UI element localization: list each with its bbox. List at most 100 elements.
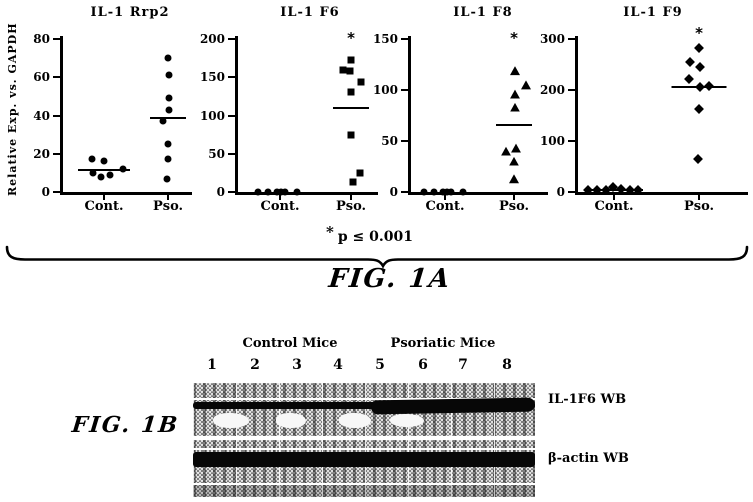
y-tick bbox=[568, 38, 575, 40]
y-tick-label: 80 bbox=[33, 32, 50, 46]
data-point bbox=[459, 188, 467, 196]
blot-white-blob bbox=[339, 413, 371, 428]
y-tick bbox=[401, 38, 408, 40]
x-tick bbox=[167, 195, 169, 200]
data-point bbox=[501, 146, 511, 156]
data-point bbox=[165, 94, 173, 102]
x-tick bbox=[350, 195, 352, 200]
x-category-label: Cont. bbox=[260, 199, 300, 214]
blot-label-il1f6: IL-1F6 WB bbox=[548, 392, 627, 407]
data-point bbox=[510, 66, 520, 76]
x-tick bbox=[444, 195, 446, 200]
group-label-control: Control Mice bbox=[242, 336, 338, 351]
data-point bbox=[254, 188, 262, 196]
y-tick bbox=[53, 114, 60, 117]
plot-title: IL-1 Rrp2 bbox=[90, 5, 170, 20]
y-tick-label: 300 bbox=[539, 32, 565, 46]
data-point bbox=[694, 103, 704, 114]
y-tick bbox=[401, 89, 408, 91]
x-axis bbox=[575, 192, 748, 195]
x-category-label: Pso. bbox=[683, 199, 715, 214]
data-point bbox=[165, 106, 173, 114]
blot-strip-bactin bbox=[193, 440, 535, 497]
data-point bbox=[100, 157, 108, 165]
y-tick-label: 40 bbox=[33, 108, 50, 123]
y-tick bbox=[53, 38, 60, 40]
y-tick-label: 100 bbox=[372, 83, 398, 97]
data-point bbox=[339, 66, 347, 74]
data-point bbox=[443, 188, 451, 196]
y-axis bbox=[60, 36, 63, 195]
y-tick-label: 100 bbox=[199, 108, 225, 123]
y-tick-label: 0 bbox=[216, 185, 225, 199]
y-tick-label: 100 bbox=[539, 134, 565, 148]
significance-asterisk: * bbox=[695, 23, 703, 42]
x-tick bbox=[513, 195, 515, 200]
data-point bbox=[88, 155, 96, 163]
y-tick-label: 20 bbox=[33, 146, 50, 161]
data-point bbox=[357, 78, 365, 86]
y-tick bbox=[568, 140, 575, 142]
lane-number: 6 bbox=[418, 357, 428, 373]
data-point bbox=[693, 154, 703, 165]
data-point bbox=[293, 188, 301, 196]
y-tick bbox=[228, 152, 235, 155]
blot-band-bactin bbox=[193, 452, 535, 467]
data-point bbox=[89, 169, 97, 177]
plot-title: IL-1 F9 bbox=[623, 5, 683, 20]
data-point bbox=[164, 140, 172, 148]
y-axis bbox=[408, 36, 411, 195]
y-tick-label: 60 bbox=[33, 70, 50, 85]
x-category-label: Cont. bbox=[594, 199, 634, 214]
y-tick-label: 50 bbox=[208, 146, 225, 161]
data-point bbox=[511, 143, 521, 153]
x-category-label: Cont. bbox=[84, 199, 124, 214]
data-point bbox=[281, 188, 289, 196]
x-category-label: Pso. bbox=[152, 199, 184, 214]
data-point bbox=[420, 188, 428, 196]
data-point bbox=[509, 156, 519, 166]
group-label-psoriatic: Psoriatic Mice bbox=[390, 336, 496, 351]
y-tick bbox=[228, 114, 235, 117]
western-blot-image bbox=[193, 383, 535, 497]
data-point bbox=[510, 102, 520, 112]
data-point bbox=[447, 188, 455, 196]
median-line bbox=[496, 123, 532, 126]
blot-white-blob bbox=[390, 414, 424, 427]
x-category-label: Pso. bbox=[335, 199, 367, 214]
plot-title: IL-1 F8 bbox=[453, 5, 513, 20]
x-axis bbox=[60, 192, 192, 195]
data-point bbox=[510, 89, 520, 99]
data-point bbox=[97, 173, 105, 181]
data-point bbox=[521, 80, 531, 90]
plot-title: IL-1 F6 bbox=[280, 5, 340, 20]
data-point bbox=[106, 171, 114, 179]
blot-highlight-line bbox=[193, 448, 535, 450]
data-point bbox=[349, 178, 357, 186]
y-tick-label: 0 bbox=[41, 185, 50, 199]
blot-band-il1f6-strong bbox=[370, 397, 535, 415]
median-line bbox=[671, 86, 727, 89]
lane-number: 5 bbox=[375, 357, 385, 373]
lane-number: 4 bbox=[333, 357, 343, 373]
blot-shade bbox=[193, 485, 535, 497]
y-tick bbox=[568, 191, 575, 193]
y-tick bbox=[53, 76, 60, 79]
significance-legend-text: p ≤ 0.001 bbox=[337, 229, 413, 245]
x-category-label: Cont. bbox=[425, 199, 465, 214]
y-tick-label: 150 bbox=[199, 70, 225, 85]
data-point bbox=[164, 54, 172, 62]
median-line bbox=[78, 169, 130, 171]
blot-highlight-line bbox=[193, 398, 535, 400]
y-tick bbox=[53, 152, 60, 155]
blot-white-blob bbox=[276, 413, 306, 428]
y-tick-label: 0 bbox=[389, 185, 398, 199]
y-tick bbox=[228, 76, 235, 79]
y-tick-label: 50 bbox=[381, 134, 398, 148]
lane-number: 8 bbox=[502, 357, 512, 373]
blot-strip-il1f6 bbox=[193, 383, 535, 436]
x-tick bbox=[279, 195, 281, 200]
data-point bbox=[159, 117, 167, 125]
